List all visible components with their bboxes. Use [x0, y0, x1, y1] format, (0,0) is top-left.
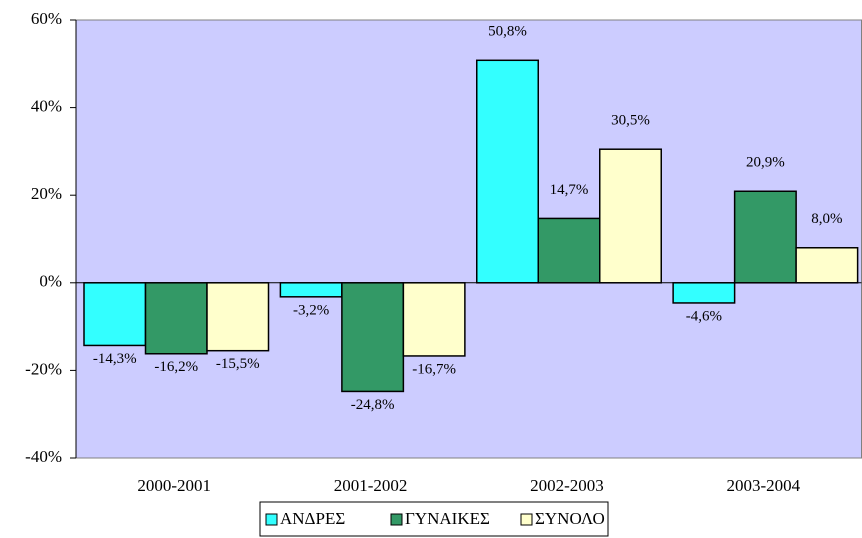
- legend-box: [259, 501, 609, 537]
- legend-swatch: [265, 513, 278, 526]
- legend-label: ΓΥΝΑΙΚΕΣ: [405, 509, 490, 528]
- value-label: -4,6%: [686, 308, 722, 324]
- value-label: 50,8%: [488, 24, 527, 40]
- bar: [733, 190, 797, 284]
- bar: [341, 282, 405, 393]
- y-tick-label: 20%: [31, 184, 62, 203]
- x-tick-label: 2002-2003: [530, 476, 604, 495]
- x-tick-label: 2003-2004: [726, 476, 800, 495]
- plot-area: [75, 19, 862, 459]
- y-tick-label: -20%: [25, 359, 62, 378]
- bar: [599, 148, 662, 284]
- bar: [476, 59, 539, 284]
- value-label: 30,5%: [611, 113, 650, 129]
- y-tick-label: 60%: [31, 9, 62, 28]
- value-label: -3,2%: [293, 302, 329, 318]
- y-tick-label: 40%: [31, 97, 62, 116]
- value-label: -24,8%: [351, 397, 395, 413]
- bar: [206, 282, 270, 352]
- value-label: -16,7%: [412, 361, 456, 377]
- legend-swatch: [520, 513, 533, 526]
- x-tick-label: 2001-2002: [334, 476, 408, 495]
- x-tick-label: 2000-2001: [137, 476, 211, 495]
- legend-label: ΣΥΝΟΛΟ: [535, 509, 605, 528]
- bar: [795, 247, 859, 284]
- value-label: -15,5%: [216, 356, 260, 372]
- y-tick-label: 0%: [39, 272, 62, 291]
- legend-label: ΑΝΔΡΕΣ: [280, 509, 345, 528]
- value-label: 20,9%: [746, 155, 785, 171]
- value-label: 8,0%: [811, 211, 842, 227]
- bar: [537, 217, 601, 284]
- value-label: -14,3%: [93, 351, 137, 367]
- bar: [144, 282, 208, 355]
- bar: [402, 282, 466, 357]
- y-tick-label: -40%: [25, 447, 62, 466]
- bar: [279, 282, 343, 298]
- value-label: -16,2%: [154, 359, 198, 375]
- bar: [672, 282, 736, 304]
- legend-swatch: [390, 513, 403, 526]
- bar: [83, 282, 147, 347]
- value-label: 14,7%: [550, 182, 589, 198]
